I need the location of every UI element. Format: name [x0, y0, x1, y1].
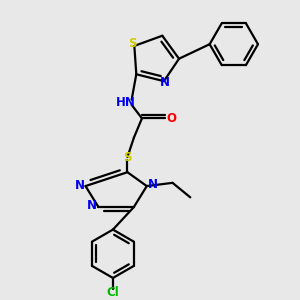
Text: HN: HN: [116, 96, 136, 109]
Text: O: O: [166, 112, 176, 125]
Text: N: N: [75, 178, 85, 192]
Text: S: S: [123, 151, 132, 164]
Text: S: S: [128, 37, 137, 50]
Text: N: N: [87, 199, 97, 212]
Text: N: N: [148, 178, 158, 191]
Text: N: N: [160, 76, 170, 89]
Text: Cl: Cl: [106, 286, 119, 299]
